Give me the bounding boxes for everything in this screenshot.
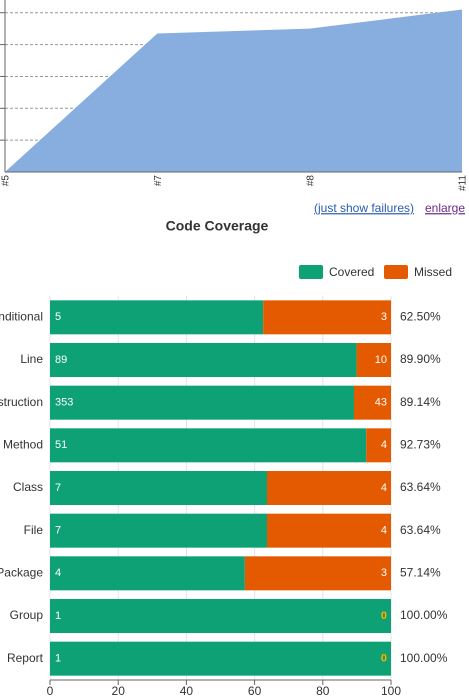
bar-covered (50, 471, 267, 505)
percent-label: 89.90% (400, 352, 441, 366)
bar-missed (267, 471, 391, 505)
chart-title: Code Coverage (166, 218, 269, 234)
area (5, 9, 462, 172)
category-label: Report (7, 651, 44, 665)
data-label: 4 (381, 439, 387, 451)
bar-covered (50, 556, 245, 591)
x-tick-label: #11 (458, 175, 469, 191)
bar-covered (50, 343, 357, 377)
category-label: Instruction (0, 395, 43, 409)
bar-covered (50, 513, 267, 548)
x-tick-label: 80 (316, 684, 330, 698)
x-tick-label: 100 (381, 684, 401, 698)
x-tick-label: 40 (180, 684, 194, 698)
data-label: 4 (381, 482, 387, 494)
legend-swatch (384, 265, 408, 279)
percent-label: 92.73% (400, 438, 441, 452)
x-tick-label: 20 (112, 684, 126, 698)
data-label: 4 (55, 567, 61, 579)
percent-label: 62.50% (400, 310, 441, 324)
legend-label: Missed (414, 265, 452, 279)
category-label: Group (10, 608, 44, 622)
data-label: 43 (375, 397, 387, 409)
percent-label: 100.00% (400, 651, 448, 665)
x-tick-label: #8 (305, 175, 316, 187)
category-label: Line (20, 352, 43, 366)
data-label: 1 (55, 653, 61, 665)
data-label: 7 (55, 525, 61, 537)
bar-covered (50, 385, 354, 420)
bar-missed (353, 385, 391, 420)
percent-label: 63.64% (400, 523, 441, 537)
link-failures[interactable]: (just show failures) (314, 201, 414, 215)
data-label: 51 (55, 439, 67, 451)
bar-missed (366, 428, 391, 463)
x-tick-label: 60 (248, 684, 262, 698)
data-label: 4 (381, 525, 387, 537)
category-label: File (24, 523, 44, 537)
percent-label: 57.14% (400, 566, 441, 580)
data-label: 1 (55, 610, 61, 622)
bar-covered (50, 641, 391, 676)
bar-missed (267, 513, 391, 548)
bar-missed (356, 343, 391, 377)
data-label: 5 (55, 311, 61, 323)
data-label: 10 (375, 354, 387, 366)
data-label: 0 (381, 653, 387, 665)
category-label: Package (0, 566, 43, 580)
bar-missed (244, 556, 391, 591)
data-label: 0 (381, 610, 387, 622)
data-label: 3 (381, 311, 387, 323)
legend-label: Covered (329, 265, 374, 279)
category-label: Class (13, 480, 43, 494)
percent-label: 63.64% (400, 480, 441, 494)
bar-covered (50, 428, 367, 463)
category-label: Method (3, 438, 43, 452)
percent-label: 89.14% (400, 395, 441, 409)
bar-covered (50, 300, 264, 335)
bar-covered (50, 599, 391, 633)
link-enlarge[interactable]: enlarge (425, 201, 465, 215)
data-label: 353 (55, 397, 73, 409)
data-label: 7 (55, 482, 61, 494)
bar-missed (263, 300, 391, 335)
data-label: 3 (381, 567, 387, 579)
legend-swatch (299, 265, 323, 279)
x-tick-label: #5 (1, 175, 12, 187)
x-tick-label: 0 (47, 684, 54, 698)
category-label: Conditional (0, 310, 43, 324)
data-label: 89 (55, 354, 67, 366)
percent-label: 100.00% (400, 608, 448, 622)
x-tick-label: #7 (153, 175, 164, 187)
